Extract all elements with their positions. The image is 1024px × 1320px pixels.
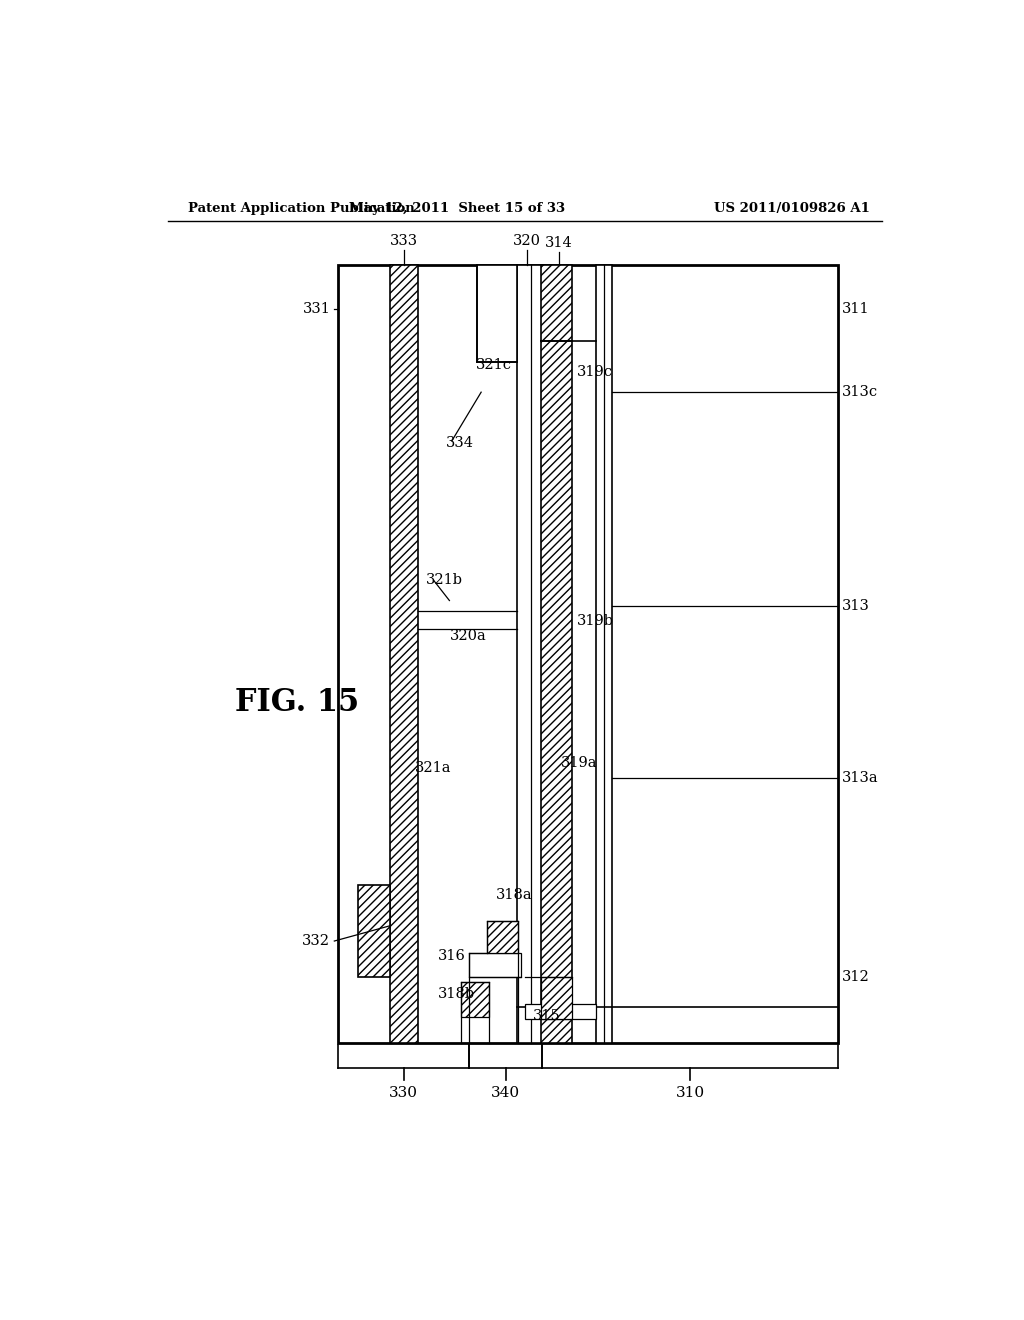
Text: 320a: 320a: [451, 630, 487, 643]
Text: 330: 330: [389, 1086, 418, 1101]
Text: 321a: 321a: [416, 762, 452, 775]
Text: 319b: 319b: [577, 614, 613, 628]
Bar: [469, 953, 521, 977]
Text: 319a: 319a: [560, 756, 597, 770]
Text: 333: 333: [390, 234, 418, 248]
Text: 312: 312: [842, 970, 870, 983]
Text: 313: 313: [842, 598, 870, 612]
Text: 315: 315: [532, 1008, 560, 1023]
Text: 334: 334: [445, 436, 473, 450]
Text: 331: 331: [302, 302, 331, 315]
Text: 311: 311: [842, 302, 869, 315]
Bar: [541, 265, 572, 1043]
Bar: [517, 265, 545, 1043]
Bar: [596, 265, 612, 1043]
Text: 318b: 318b: [437, 987, 475, 1001]
Text: 320: 320: [513, 234, 541, 248]
Bar: [486, 921, 518, 953]
Text: 313c: 313c: [842, 385, 879, 399]
Text: 318a: 318a: [496, 888, 532, 903]
Bar: [390, 265, 418, 1043]
Bar: [461, 982, 489, 1018]
Text: 321c: 321c: [475, 358, 512, 372]
Text: FIG. 15: FIG. 15: [236, 686, 359, 718]
Text: 316: 316: [437, 949, 465, 964]
Text: 310: 310: [676, 1086, 705, 1101]
Text: May 12, 2011  Sheet 15 of 33: May 12, 2011 Sheet 15 of 33: [349, 202, 565, 215]
Text: 314: 314: [545, 236, 572, 249]
Text: 340: 340: [492, 1086, 520, 1101]
Bar: [541, 977, 572, 1019]
Text: 313a: 313a: [842, 771, 879, 785]
Bar: [477, 265, 517, 362]
Text: Patent Application Publication: Patent Application Publication: [187, 202, 415, 215]
Text: US 2011/0109826 A1: US 2011/0109826 A1: [714, 202, 870, 215]
Bar: [338, 265, 839, 1043]
Bar: [524, 1005, 596, 1019]
Text: 321b: 321b: [426, 573, 463, 587]
Text: 319c: 319c: [577, 364, 612, 379]
Text: 332: 332: [302, 935, 331, 948]
Bar: [358, 886, 390, 977]
